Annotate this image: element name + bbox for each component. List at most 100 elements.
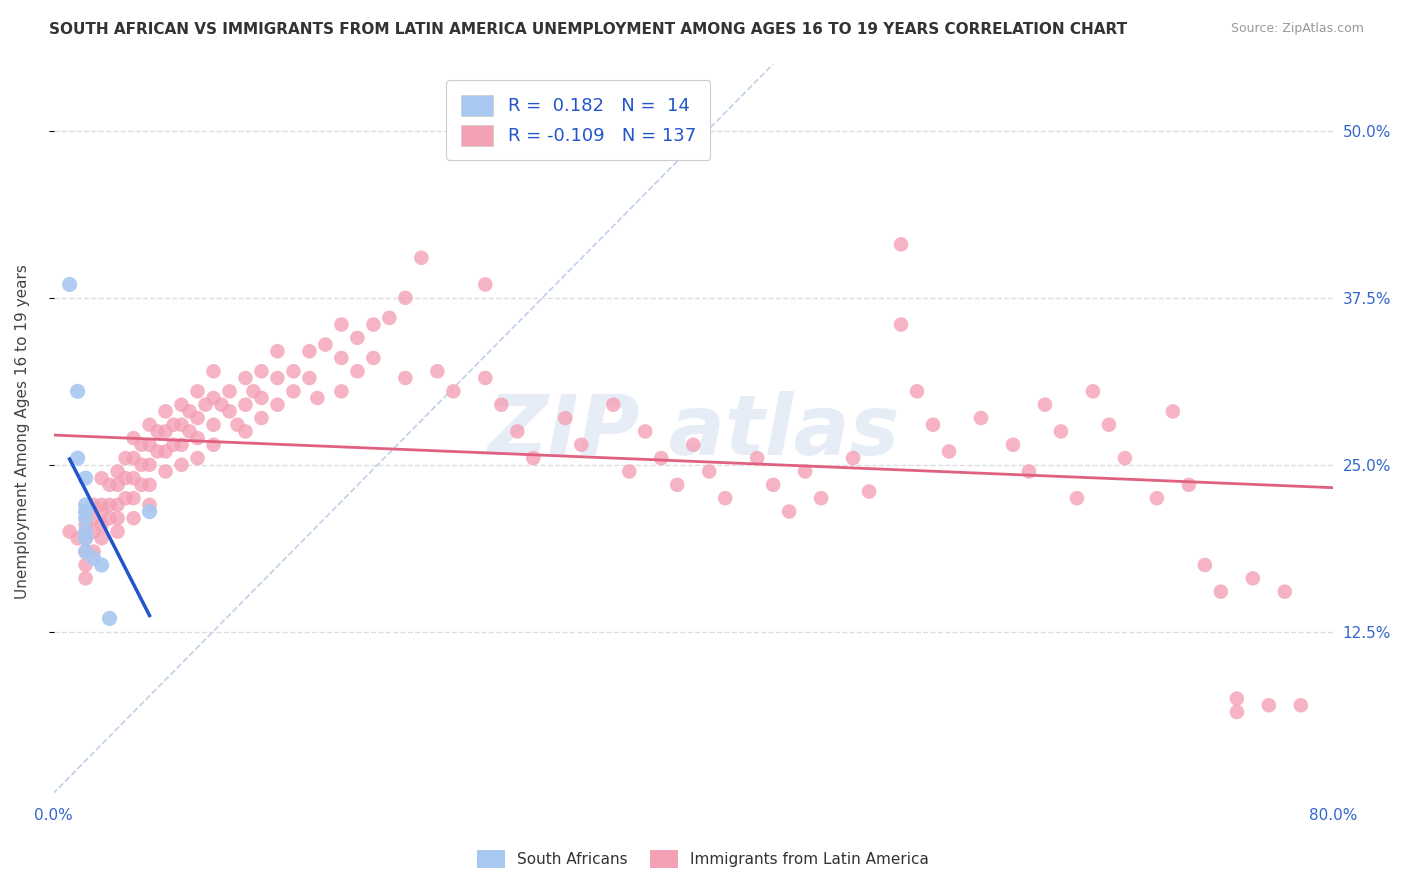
Point [569,438,592,452]
Point [1050,425,1073,439]
Point [170,417,193,432]
Point [75,471,97,485]
Point [394,291,416,305]
Point [75,571,97,585]
Point [890,237,912,252]
Point [107,524,129,539]
Point [1194,558,1216,572]
Point [235,398,257,412]
Point [138,438,160,452]
Point [186,411,208,425]
Point [1209,584,1232,599]
Point [122,431,145,445]
Point [90,471,112,485]
Point [75,517,97,532]
Point [346,331,368,345]
Point [697,465,720,479]
Point [1114,451,1136,466]
Point [75,504,97,518]
Point [1226,691,1249,706]
Point [83,511,105,525]
Point [283,384,305,399]
Point [226,417,249,432]
Point [170,438,193,452]
Point [75,504,97,518]
Point [506,425,529,439]
Point [330,351,353,365]
Point [1081,384,1104,399]
Point [202,417,225,432]
Point [122,451,145,466]
Point [202,391,225,405]
Text: SOUTH AFRICAN VS IMMIGRANTS FROM LATIN AMERICA UNEMPLOYMENT AMONG AGES 16 TO 19 : SOUTH AFRICAN VS IMMIGRANTS FROM LATIN A… [49,22,1128,37]
Point [905,384,928,399]
Point [363,351,385,365]
Point [1241,571,1264,585]
Point [1146,491,1168,506]
Point [90,531,112,545]
Point [66,451,89,466]
Point [1289,698,1312,713]
Point [218,384,240,399]
Point [970,411,993,425]
Point [250,364,273,378]
Point [266,398,288,412]
Point [1001,438,1024,452]
Legend: South Africans, Immigrants from Latin America: South Africans, Immigrants from Latin Am… [465,838,941,880]
Text: Source: ZipAtlas.com: Source: ZipAtlas.com [1230,22,1364,36]
Point [762,478,785,492]
Point [138,458,160,472]
Point [602,398,624,412]
Point [131,478,153,492]
Point [1274,584,1296,599]
Point [938,444,960,458]
Point [922,417,945,432]
Point [162,417,184,432]
Point [778,504,800,518]
Point [619,465,641,479]
Point [858,484,880,499]
Point [250,411,273,425]
Point [307,391,329,405]
Point [314,337,336,351]
Point [474,277,496,292]
Point [146,425,169,439]
Point [363,318,385,332]
Point [98,478,121,492]
Point [66,531,89,545]
Point [1018,465,1040,479]
Point [202,364,225,378]
Point [90,498,112,512]
Point [650,451,672,466]
Point [186,384,208,399]
Point [155,425,177,439]
Point [138,417,160,432]
Point [1226,705,1249,719]
Point [75,544,97,558]
Point [235,425,257,439]
Point [394,371,416,385]
Point [83,551,105,566]
Point [75,524,97,539]
Text: ZIP atlas: ZIP atlas [486,391,900,472]
Point [98,498,121,512]
Point [747,451,769,466]
Point [98,511,121,525]
Point [75,531,97,545]
Point [59,524,82,539]
Point [346,364,368,378]
Point [1098,417,1121,432]
Point [242,384,264,399]
Point [554,411,576,425]
Point [131,458,153,472]
Point [714,491,737,506]
Point [122,491,145,506]
Point [83,524,105,539]
Point [330,384,353,399]
Point [179,425,201,439]
Point [194,398,217,412]
Point [842,451,865,466]
Point [138,498,160,512]
Point [1161,404,1184,418]
Point [283,364,305,378]
